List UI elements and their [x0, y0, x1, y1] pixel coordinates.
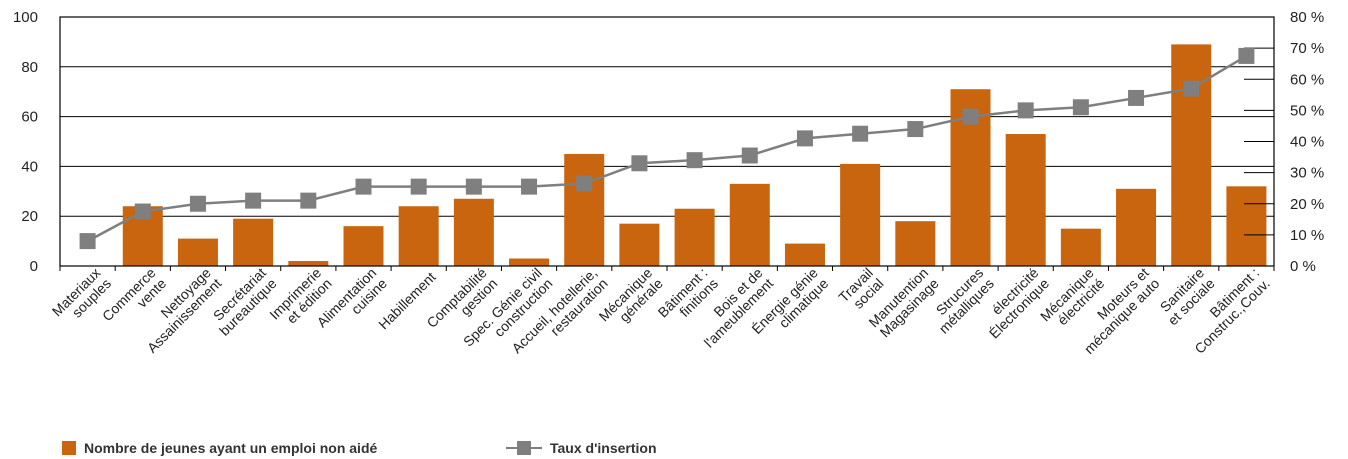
y-left-tick-label: 60: [21, 109, 38, 126]
y-right-tick-label: 60 %: [1290, 71, 1324, 88]
legend-line-swatch: [506, 441, 542, 455]
line-point: [962, 108, 979, 125]
x-tick-label: Bâtiment :finitions: [655, 265, 721, 331]
x-tick-label: Mécaniquegénérale: [596, 264, 667, 335]
tick-labels: 0 20 40 60 80 100 0 % 10 % 20 % 30 % 40 % 50 % 60 % 7…: [13, 9, 1324, 357]
y-left-tick-label: 100: [13, 9, 38, 26]
bar: [233, 218, 274, 266]
axes: [59, 16, 1275, 271]
y-right-tick-label: 40 %: [1290, 134, 1324, 151]
bar: [343, 226, 384, 266]
bar: [288, 261, 329, 266]
y-right-tick-label: 10 %: [1290, 227, 1324, 244]
x-tick-label: ManutentionMagasinage: [865, 264, 942, 341]
line-point: [1072, 99, 1089, 116]
y-right-tick-label: 0 %: [1290, 258, 1316, 275]
line-point: [741, 147, 758, 164]
x-tick-label: Materiauxsouples: [49, 265, 114, 330]
bar: [564, 153, 605, 266]
line-series: [79, 47, 1255, 250]
line-point: [631, 155, 648, 172]
line-point: [355, 178, 372, 195]
line-point: [79, 233, 96, 250]
bar: [1060, 228, 1101, 266]
line-point: [189, 195, 206, 212]
line-point: [245, 192, 262, 209]
bar: [619, 223, 660, 266]
bar: [674, 208, 715, 266]
legend-bar-label: Nombre de jeunes ayant un emploi non aid…: [84, 440, 378, 456]
line-point: [1238, 47, 1255, 64]
line-point: [1183, 80, 1200, 97]
line-point: [1128, 89, 1145, 106]
bar: [509, 258, 550, 266]
legend-item-bars: Nombre de jeunes ayant un emploi non aid…: [62, 440, 377, 456]
x-tick-label: Secrétariatbureautique: [205, 264, 279, 338]
line-point: [1017, 102, 1034, 119]
line-point: [576, 175, 593, 192]
bar: [895, 221, 936, 266]
y-left-tick-label: 0: [30, 258, 38, 275]
x-tick-label: Sanitaireet sociale: [1154, 264, 1218, 328]
x-tick-label: Alimentationcuisine: [314, 264, 391, 341]
bar: [729, 183, 770, 266]
line-series-path: [87, 54, 1248, 243]
line-point: [134, 203, 151, 220]
y-right-tick-label: 50 %: [1290, 102, 1324, 119]
bar: [398, 206, 439, 266]
x-tick-label: électricitéÉlectronique: [975, 264, 1052, 341]
legend-line-label: Taux d'insertion: [550, 440, 657, 456]
y-left-tick-label: 40: [21, 158, 38, 175]
x-tick-label: Strucuresmétalliques: [925, 265, 997, 337]
line-point: [852, 125, 869, 142]
x-tick-label: Mécaniqueélectricité: [1037, 264, 1108, 335]
bar: [453, 198, 494, 266]
y-left-tick-label: 80: [21, 59, 38, 76]
line-point: [907, 121, 924, 138]
line-point: [465, 178, 482, 195]
line-point: [300, 192, 317, 209]
x-tick-label: Commercevente: [99, 264, 169, 334]
bar: [784, 243, 825, 266]
line-point: [521, 178, 538, 195]
y-right-tick-label: 20 %: [1290, 196, 1324, 213]
y-right-tick-label: 70 %: [1290, 40, 1324, 57]
line-point: [686, 152, 703, 169]
bar: [840, 163, 881, 266]
y-left-tick-label: 20: [21, 208, 38, 225]
bar: [177, 238, 218, 266]
y-right-tick-label: 30 %: [1290, 165, 1324, 182]
chart-svg: 0 20 40 60 80 100 0 % 10 % 20 % 30 % 40 % 50 % 60 % 7…: [13, 9, 1324, 357]
legend: Nombre de jeunes ayant un emploi non aid…: [0, 440, 1348, 459]
legend-bar-swatch: [62, 441, 76, 455]
line-point: [796, 130, 813, 147]
legend-item-line: Taux d'insertion: [506, 440, 657, 456]
bar: [1116, 188, 1157, 266]
gridlines: [60, 66, 1274, 217]
bar: [1226, 186, 1267, 266]
line-point: [410, 178, 427, 195]
bar: [1171, 44, 1212, 266]
y-right-tick-label: 80 %: [1290, 9, 1324, 26]
bar: [1005, 134, 1046, 266]
